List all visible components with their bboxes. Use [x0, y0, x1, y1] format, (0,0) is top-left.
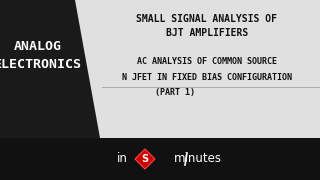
- Text: S: S: [141, 154, 148, 164]
- Polygon shape: [75, 125, 100, 138]
- Text: ANALOG: ANALOG: [14, 40, 62, 53]
- Bar: [0, 138, 320, 180]
- Polygon shape: [135, 149, 155, 169]
- Text: N JFET IN FIXED BIAS CONFIGURATION: N JFET IN FIXED BIAS CONFIGURATION: [122, 73, 292, 82]
- Text: SMALL SIGNAL ANALYSIS OF: SMALL SIGNAL ANALYSIS OF: [137, 14, 277, 24]
- Polygon shape: [75, 0, 320, 138]
- Text: BJT AMPLIFIERS: BJT AMPLIFIERS: [166, 28, 248, 38]
- Text: in: in: [116, 152, 127, 165]
- Text: ELECTRONICS: ELECTRONICS: [0, 58, 82, 71]
- Text: minutes: minutes: [174, 152, 222, 165]
- Text: AC ANALYSIS OF COMMON SOURCE: AC ANALYSIS OF COMMON SOURCE: [137, 57, 277, 66]
- Text: (PART 1): (PART 1): [155, 89, 195, 98]
